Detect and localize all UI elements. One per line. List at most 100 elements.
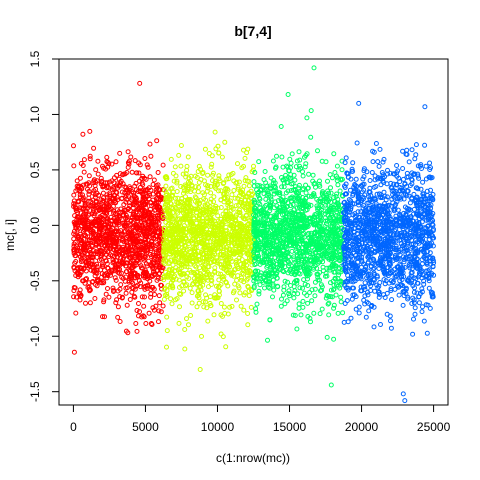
data-point — [120, 247, 126, 253]
data-point — [82, 240, 87, 246]
data-point — [84, 251, 90, 257]
data-point — [142, 294, 147, 300]
data-point — [337, 188, 343, 194]
data-point — [90, 208, 96, 214]
data-point — [150, 266, 156, 272]
data-point — [137, 239, 143, 245]
data-point — [234, 297, 239, 303]
data-point — [123, 290, 129, 296]
data-point — [140, 182, 146, 188]
data-point — [305, 300, 311, 306]
data-point — [108, 206, 114, 212]
data-point — [81, 169, 87, 175]
data-point — [133, 251, 139, 256]
data-point — [210, 172, 216, 178]
data-point — [147, 192, 152, 198]
data-point — [100, 184, 106, 190]
data-point — [106, 254, 112, 260]
data-point — [308, 108, 314, 114]
data-point — [279, 154, 285, 160]
data-point — [177, 304, 182, 310]
data-point — [106, 161, 112, 167]
data-point — [80, 192, 85, 198]
data-point — [71, 250, 77, 256]
data-point — [138, 227, 143, 233]
data-point — [104, 205, 110, 211]
data-point — [86, 195, 92, 201]
data-point — [227, 304, 233, 310]
data-point — [173, 173, 179, 179]
data-point — [237, 210, 243, 216]
data-point — [212, 265, 218, 271]
data-point — [105, 249, 111, 255]
data-point — [241, 147, 246, 153]
data-point — [166, 218, 172, 224]
data-point — [205, 172, 211, 178]
data-point — [72, 221, 78, 227]
data-point — [422, 142, 428, 148]
data-point — [216, 277, 222, 283]
data-point — [136, 278, 142, 284]
data-point — [288, 160, 294, 166]
data-point — [111, 254, 117, 260]
data-point — [108, 228, 114, 233]
data-point — [73, 273, 79, 278]
data-point — [152, 200, 158, 206]
data-point — [137, 255, 143, 261]
data-point — [132, 253, 138, 259]
data-point — [80, 163, 86, 168]
data-point — [148, 321, 154, 326]
data-point — [162, 187, 167, 193]
data-point — [164, 344, 169, 350]
data-point — [353, 176, 359, 182]
data-point — [214, 182, 220, 188]
data-point — [265, 337, 270, 343]
data-point — [246, 183, 252, 189]
data-point — [102, 314, 107, 320]
data-point — [242, 155, 248, 161]
data-point — [103, 202, 109, 208]
data-point — [104, 275, 110, 281]
data-point — [248, 259, 254, 265]
data-point — [210, 170, 216, 176]
data-point — [238, 303, 244, 309]
data-point — [184, 316, 189, 322]
data-point — [88, 230, 94, 236]
data-point — [333, 292, 339, 298]
data-point — [90, 279, 96, 284]
data-point — [116, 270, 122, 276]
data-point — [218, 331, 224, 337]
data-point — [96, 192, 102, 198]
data-point — [95, 171, 101, 177]
data-point — [71, 228, 77, 234]
data-point — [77, 205, 83, 211]
data-point — [126, 158, 132, 164]
data-point — [183, 171, 189, 177]
data-point — [113, 264, 119, 270]
data-point — [176, 320, 182, 326]
data-point — [142, 255, 148, 261]
data-point — [232, 281, 238, 287]
data-point — [178, 163, 184, 169]
data-point — [110, 195, 116, 201]
data-point — [85, 186, 90, 192]
data-point — [223, 209, 229, 215]
data-point — [118, 178, 124, 184]
data-point — [142, 222, 148, 228]
data-point — [300, 304, 306, 310]
data-point — [131, 293, 137, 299]
data-point — [111, 210, 117, 216]
data-point — [332, 170, 338, 175]
data-point — [126, 200, 132, 206]
data-point — [188, 313, 194, 318]
data-point — [93, 167, 99, 173]
data-point — [164, 314, 170, 320]
data-point — [161, 252, 167, 258]
data-point — [206, 264, 212, 270]
data-point — [169, 301, 175, 307]
data-point — [145, 282, 151, 288]
data-point — [71, 143, 76, 149]
data-point — [79, 223, 85, 229]
data-point — [164, 291, 170, 297]
data-point — [133, 321, 139, 326]
